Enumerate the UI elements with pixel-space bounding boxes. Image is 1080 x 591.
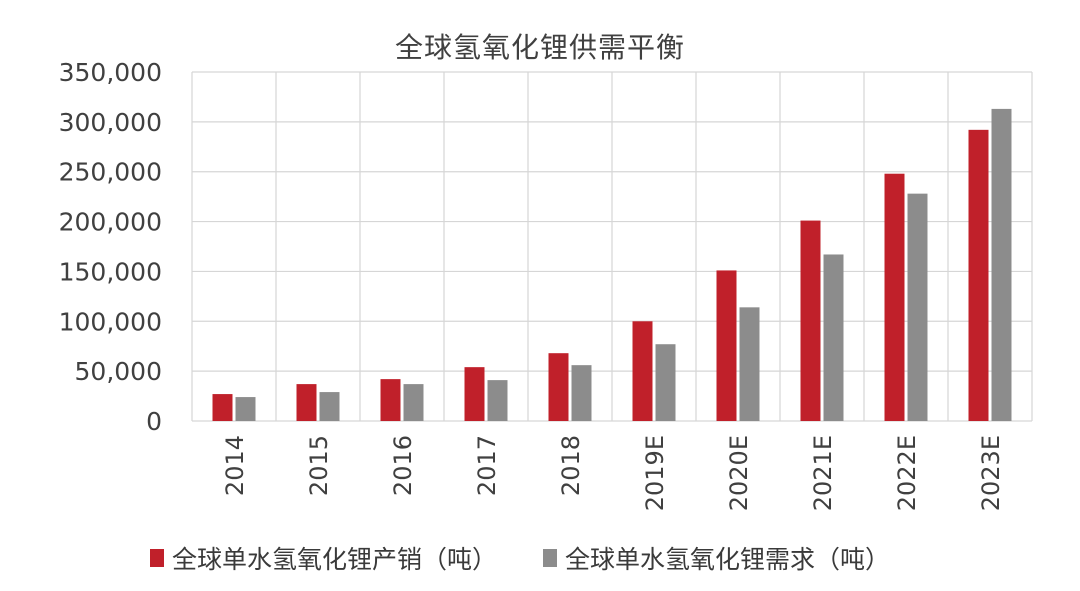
x-tick-label-2017: 2017 [473, 435, 501, 496]
bar-supply-2018 [548, 353, 569, 421]
bar-demand-2014 [235, 397, 256, 421]
x-tick-label-2014: 2014 [221, 435, 249, 496]
y-tick-label-1: 50,000 [75, 357, 162, 386]
x-tick-label-2019E: 2019E [641, 435, 669, 511]
y-tick-label-7: 350,000 [59, 58, 162, 87]
y-tick-label-4: 200,000 [59, 208, 162, 237]
legend-item-supply: 全球单水氢氧化锂产销（吨） [150, 540, 497, 576]
bar-supply-2014 [212, 394, 233, 421]
bar-supply-2015 [296, 384, 317, 421]
bar-supply-2023E [968, 129, 989, 421]
bar-supply-2019E [632, 321, 653, 421]
bar-supply-2020E [716, 270, 737, 421]
legend-swatch-demand [543, 549, 558, 567]
gridlines [191, 71, 1033, 422]
x-tick-label-2018: 2018 [557, 435, 585, 496]
bar-demand-2021E [823, 254, 844, 421]
x-tick-label-2015: 2015 [305, 435, 333, 496]
legend-swatch-supply [150, 549, 164, 567]
bar-demand-2019E [655, 344, 676, 421]
x-axis-ticks: 2014 2015 2016 2017 2018 2019E 2020E 2021E 2022E… [221, 435, 1005, 511]
bar-supply-2017 [464, 367, 485, 421]
bar-demand-2016 [403, 384, 424, 421]
bar-demand-2017 [487, 380, 508, 421]
bar-supply-2022E [884, 173, 905, 421]
bars [212, 108, 1012, 421]
x-tick-label-2022E: 2022E [893, 435, 921, 511]
bar-demand-2020E [739, 307, 760, 421]
x-tick-label-2023E: 2023E [977, 435, 1005, 511]
y-tick-label-6: 300,000 [59, 108, 162, 137]
y-axis-ticks: 0 50,000 100,000 150,000 200,000 250,000 300,0… [59, 58, 162, 436]
legend-label-supply: 全球单水氢氧化锂产销（吨） [172, 545, 498, 574]
bar-demand-2015 [319, 392, 340, 421]
bar-demand-2023E [991, 108, 1012, 421]
x-tick-label-2020E: 2020E [725, 435, 753, 511]
y-tick-label-5: 250,000 [59, 158, 162, 187]
bar-demand-2018 [571, 365, 592, 421]
y-tick-label-3: 150,000 [59, 257, 162, 286]
y-tick-label-0: 0 [146, 407, 162, 436]
legend: 全球单水氢氧化锂产销（吨） 全球单水氢氧化锂需求（吨） [150, 540, 890, 576]
x-tick-label-2021E: 2021E [809, 435, 837, 511]
bar-demand-2022E [907, 193, 928, 421]
legend-label-demand: 全球单水氢氧化锂需求（吨） [565, 545, 891, 574]
legend-item-demand: 全球单水氢氧化锂需求（吨） [543, 540, 890, 576]
bar-supply-2016 [380, 379, 401, 421]
x-tick-label-2016: 2016 [389, 435, 417, 496]
y-tick-label-2: 100,000 [59, 307, 162, 336]
bar-supply-2021E [800, 220, 821, 421]
chart-title: 全球氢氧化锂供需平衡 [394, 31, 685, 64]
